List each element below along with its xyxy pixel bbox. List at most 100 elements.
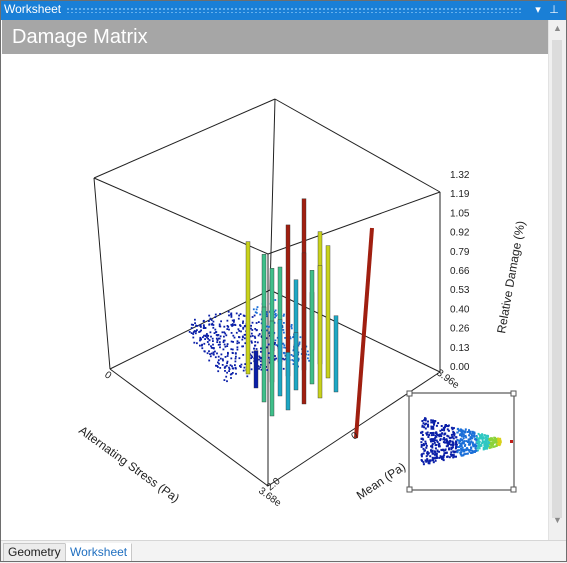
- inset-point: [471, 442, 474, 445]
- panel-menu-icon[interactable]: ▾: [535, 4, 541, 16]
- inset-point: [458, 446, 461, 448]
- inset-point: [424, 459, 427, 462]
- scatter-point: [200, 326, 202, 328]
- inset-point: [474, 445, 477, 448]
- scatter-point: [228, 368, 231, 371]
- scatter-point: [193, 341, 196, 344]
- inset-handle[interactable]: [510, 390, 517, 397]
- scatter-point: [206, 352, 209, 355]
- scatter-point: [240, 363, 243, 366]
- scatter-point: [198, 331, 200, 333]
- scatter-point: [233, 319, 235, 322]
- inset-point: [475, 449, 478, 452]
- inset-point: [452, 433, 455, 436]
- inset-point: [435, 454, 438, 457]
- inset-point: [432, 438, 435, 441]
- scatter-point: [230, 348, 233, 351]
- inset-point: [427, 452, 430, 455]
- scatter-point: [235, 372, 237, 375]
- scroll-down-arrow[interactable]: ▼: [553, 515, 562, 525]
- inset-point: [453, 432, 455, 434]
- scroll-thumb[interactable]: [552, 40, 562, 518]
- inset-point: [469, 432, 472, 435]
- tab-worksheet[interactable]: Worksheet: [65, 543, 133, 562]
- tab-geometry[interactable]: Geometry: [3, 543, 66, 562]
- scatter-point: [274, 339, 277, 342]
- inset-handle[interactable]: [406, 486, 413, 493]
- inset-point: [481, 433, 484, 436]
- panel-titlebar: Worksheet ▾ ⊥: [0, 0, 567, 20]
- bottom-tab-bar: Geometry Worksheet: [0, 540, 567, 563]
- box-edge: [269, 289, 441, 373]
- scatter-point: [242, 314, 245, 317]
- inset-point: [461, 442, 464, 445]
- scroll-up-arrow[interactable]: ▲: [553, 23, 562, 33]
- scatter-point: [260, 335, 263, 338]
- pin-icon[interactable]: ⊥: [549, 4, 559, 16]
- inset-point: [455, 455, 457, 458]
- inset-point: [440, 432, 443, 435]
- inset-point: [451, 453, 454, 456]
- inset-point: [488, 446, 491, 449]
- box-edge: [109, 289, 271, 370]
- inset-point: [477, 444, 480, 447]
- inset-point: [491, 437, 494, 440]
- plot-area[interactable]: 0.00 0.13 0.26 0.40 0.53 0.66 0.79 0.92 1.05 1.19…: [2, 54, 548, 540]
- scatter-point: [300, 353, 303, 355]
- scatter-point: [231, 365, 233, 368]
- scatter-point: [212, 343, 214, 346]
- scatter-point: [217, 370, 220, 373]
- inset-point: [473, 431, 476, 434]
- inset-point: [422, 463, 425, 466]
- inset-point: [425, 432, 428, 435]
- inset-point: [459, 434, 461, 437]
- scatter-point: [219, 335, 222, 338]
- inset-point: [469, 441, 472, 444]
- scatter-point: [257, 334, 260, 337]
- scatter-point: [260, 322, 263, 325]
- inset-point: [440, 425, 443, 427]
- scatter-point: [239, 365, 241, 367]
- inset-point: [475, 435, 478, 438]
- scatter-point: [243, 325, 246, 328]
- inset-point: [435, 431, 438, 434]
- inset-point: [435, 435, 438, 438]
- vertical-scrollbar[interactable]: ▲ ▼: [548, 20, 566, 540]
- inset-point: [430, 426, 433, 429]
- box-edge: [109, 368, 269, 487]
- inset-point: [470, 452, 473, 454]
- scatter-point: [218, 362, 220, 365]
- inset-point: [451, 446, 454, 449]
- damage-matrix-3d-chart[interactable]: 0.00 0.13 0.26 0.40 0.53 0.66 0.79 0.92 1.05 1.19…: [2, 54, 548, 540]
- chart-title: Damage Matrix: [12, 26, 148, 48]
- box-edge: [274, 98, 441, 193]
- scatter-point: [228, 366, 230, 369]
- inset-point: [443, 426, 446, 429]
- scatter-point: [239, 325, 242, 327]
- scatter-point: [195, 330, 197, 333]
- scatter-point: [204, 327, 207, 329]
- inset-handle[interactable]: [510, 486, 517, 493]
- inset-point: [457, 449, 460, 452]
- inset-handle[interactable]: [406, 390, 413, 397]
- scatter-point: [208, 343, 210, 346]
- inset-point: [432, 457, 435, 460]
- scatter-point: [214, 350, 216, 353]
- scatter-point: [258, 355, 261, 358]
- box-edge: [267, 191, 441, 255]
- inset-point: [499, 442, 502, 445]
- inset-point: [456, 431, 459, 434]
- scatter-point: [230, 340, 233, 343]
- scatter-point: [219, 313, 221, 315]
- scatter-point: [246, 375, 249, 378]
- scatter-point: [227, 351, 229, 354]
- scatter-point: [222, 339, 225, 342]
- inset-preview[interactable]: [406, 390, 517, 493]
- inset-point: [427, 436, 430, 438]
- inset-point: [434, 451, 437, 453]
- scatter-point: [201, 347, 204, 350]
- inset-point: [432, 421, 435, 424]
- scatter-point: [208, 350, 210, 353]
- scatter-point: [215, 331, 218, 333]
- inset-point: [510, 440, 513, 443]
